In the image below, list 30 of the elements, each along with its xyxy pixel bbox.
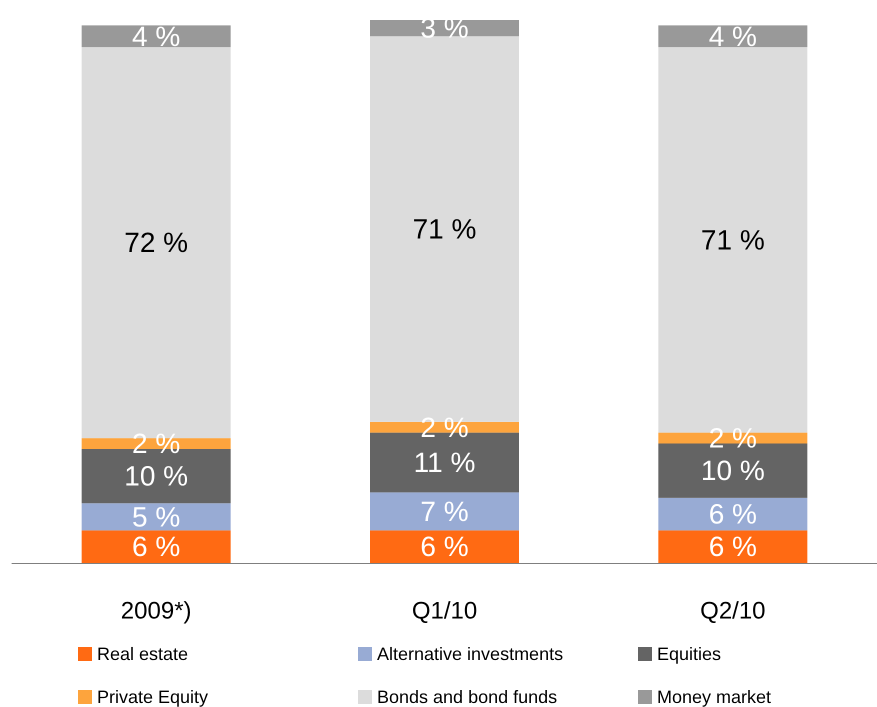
data-label: 10 % <box>700 455 765 486</box>
bar <box>370 20 519 36</box>
bar <box>82 503 231 530</box>
x-tick-label: Q1/10 <box>412 598 478 624</box>
bar <box>82 530 231 563</box>
data-label: 6 % <box>708 498 757 530</box>
data-label: 6 % <box>708 531 757 562</box>
data-label: 4 % <box>708 20 757 52</box>
bar <box>658 498 808 530</box>
data-label: 5 % <box>132 501 180 532</box>
data-label: 71 % <box>412 214 476 245</box>
bar <box>370 530 519 563</box>
data-label: 71 % <box>700 224 765 256</box>
bar <box>658 530 808 563</box>
x-tick-label: Q2/10 <box>700 598 766 624</box>
bar <box>370 492 519 530</box>
data-label: 6 % <box>132 531 180 562</box>
legend-label: Alternative investments <box>377 644 564 664</box>
x-tick-label: 2009*) <box>120 598 192 624</box>
data-label: 72 % <box>124 227 188 258</box>
legend-label: Bonds and bond funds <box>377 687 558 707</box>
legend-label: Private Equity <box>97 687 208 707</box>
data-label: 10 % <box>124 460 188 492</box>
data-label: 4 % <box>132 20 180 52</box>
legend-label: Real estate <box>97 644 188 664</box>
data-label: 7 % <box>420 496 469 527</box>
legend-label: Equities <box>657 644 722 664</box>
data-label: 11 % <box>414 447 476 478</box>
data-label: 6 % <box>420 531 469 562</box>
legend-label: Money market <box>657 687 772 707</box>
